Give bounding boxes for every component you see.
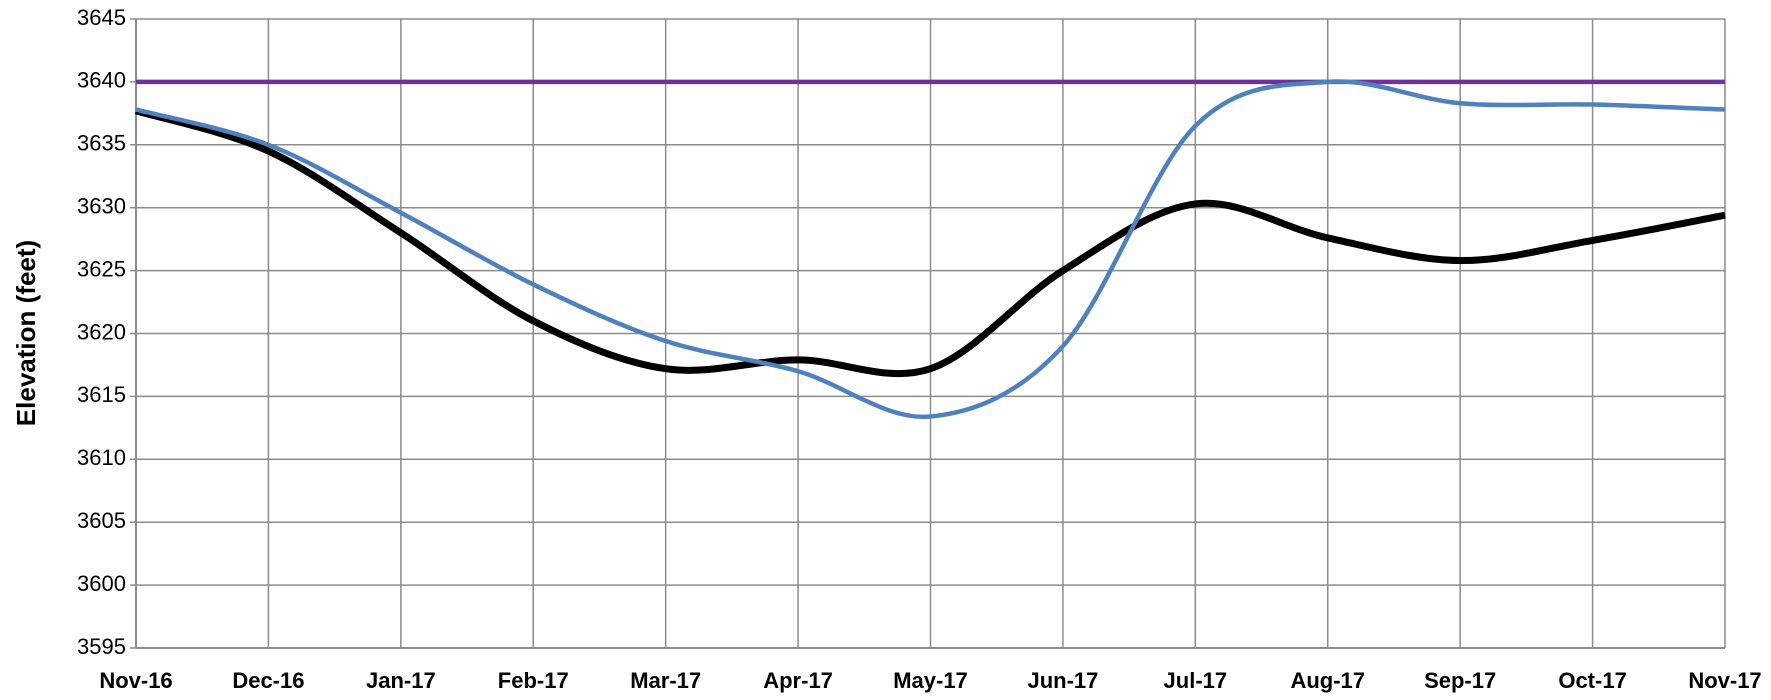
- y-tick-label: 3640: [77, 68, 126, 93]
- series-line: [134, 107, 1726, 378]
- x-tick-label: Sep-17: [1424, 668, 1496, 693]
- x-tick-label: Jan-17: [366, 668, 436, 693]
- y-tick-label: 3635: [77, 131, 126, 156]
- y-tick-label: 3595: [77, 634, 126, 659]
- y-tick-label: 3600: [77, 571, 126, 596]
- x-tick-label: Nov-16: [99, 668, 172, 693]
- x-tick-label: Dec-16: [232, 668, 304, 693]
- y-tick-label: 3625: [77, 256, 126, 281]
- x-tick-label: Nov-17: [1688, 668, 1761, 693]
- x-tick-label: Mar-17: [630, 668, 701, 693]
- y-tick-label: 3615: [77, 382, 126, 407]
- y-tick-label: 3605: [77, 508, 126, 533]
- y-tick-label: 3620: [77, 319, 126, 344]
- x-tick-label: May-17: [893, 668, 968, 693]
- x-tick-label: Apr-17: [763, 668, 833, 693]
- x-tick-label: Oct-17: [1558, 668, 1626, 693]
- x-tick-label: Feb-17: [498, 668, 569, 693]
- x-tick-label: Jun-17: [1027, 668, 1098, 693]
- x-tick-label: Aug-17: [1290, 668, 1365, 693]
- y-axis-title: Elevation (feet): [11, 240, 41, 426]
- y-tick-label: 3630: [77, 194, 126, 219]
- x-tick-label: Jul-17: [1164, 668, 1228, 693]
- series-line: [135, 79, 1726, 420]
- y-tick-label: 3645: [77, 5, 126, 30]
- y-tick-label: 3610: [77, 445, 126, 470]
